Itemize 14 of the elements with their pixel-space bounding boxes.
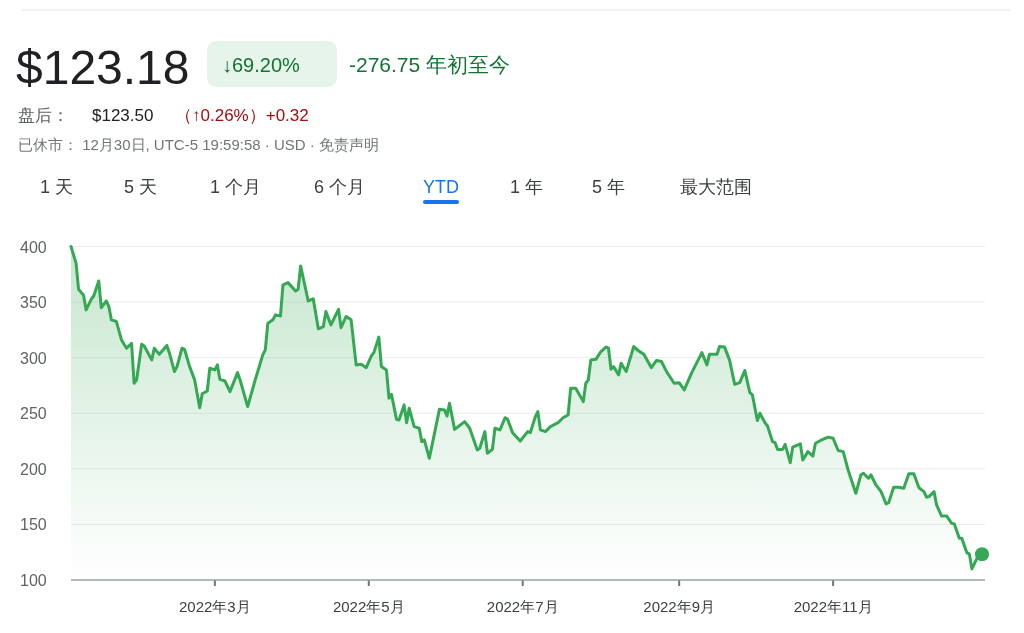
y-tick-label: 100 — [20, 572, 47, 589]
chart-title: $123.18 — [16, 41, 190, 94]
header: $123.18 ↓69.20% -276.75 年初至今 盘后： $123.50 （↑0.26%）+0.32 已休市： 12月30日, UTC-5 19:59:58 · USD · 免责声明 1 天 5 天 1 个月 6 个月 YTD 1 年 5 年 最大范围 — [16, 41, 752, 204]
y-tick-label: 200 — [20, 460, 47, 478]
x-tick-label: 2022年7月 — [486, 598, 559, 615]
x-tick-label: 2022年5月 — [332, 598, 405, 615]
x-tick-label: 2022年3月 — [178, 598, 251, 615]
y-tick-label: 150 — [20, 516, 47, 534]
y-tick-label: 300 — [20, 349, 47, 367]
y-tick-label: 250 — [20, 405, 47, 423]
y-tick-label: 350 — [20, 294, 47, 312]
y-tick-label: 400 — [20, 238, 47, 256]
x-tick-label: 2022年11月 — [793, 598, 873, 615]
x-tick-label: 2022年9月 — [643, 598, 716, 615]
